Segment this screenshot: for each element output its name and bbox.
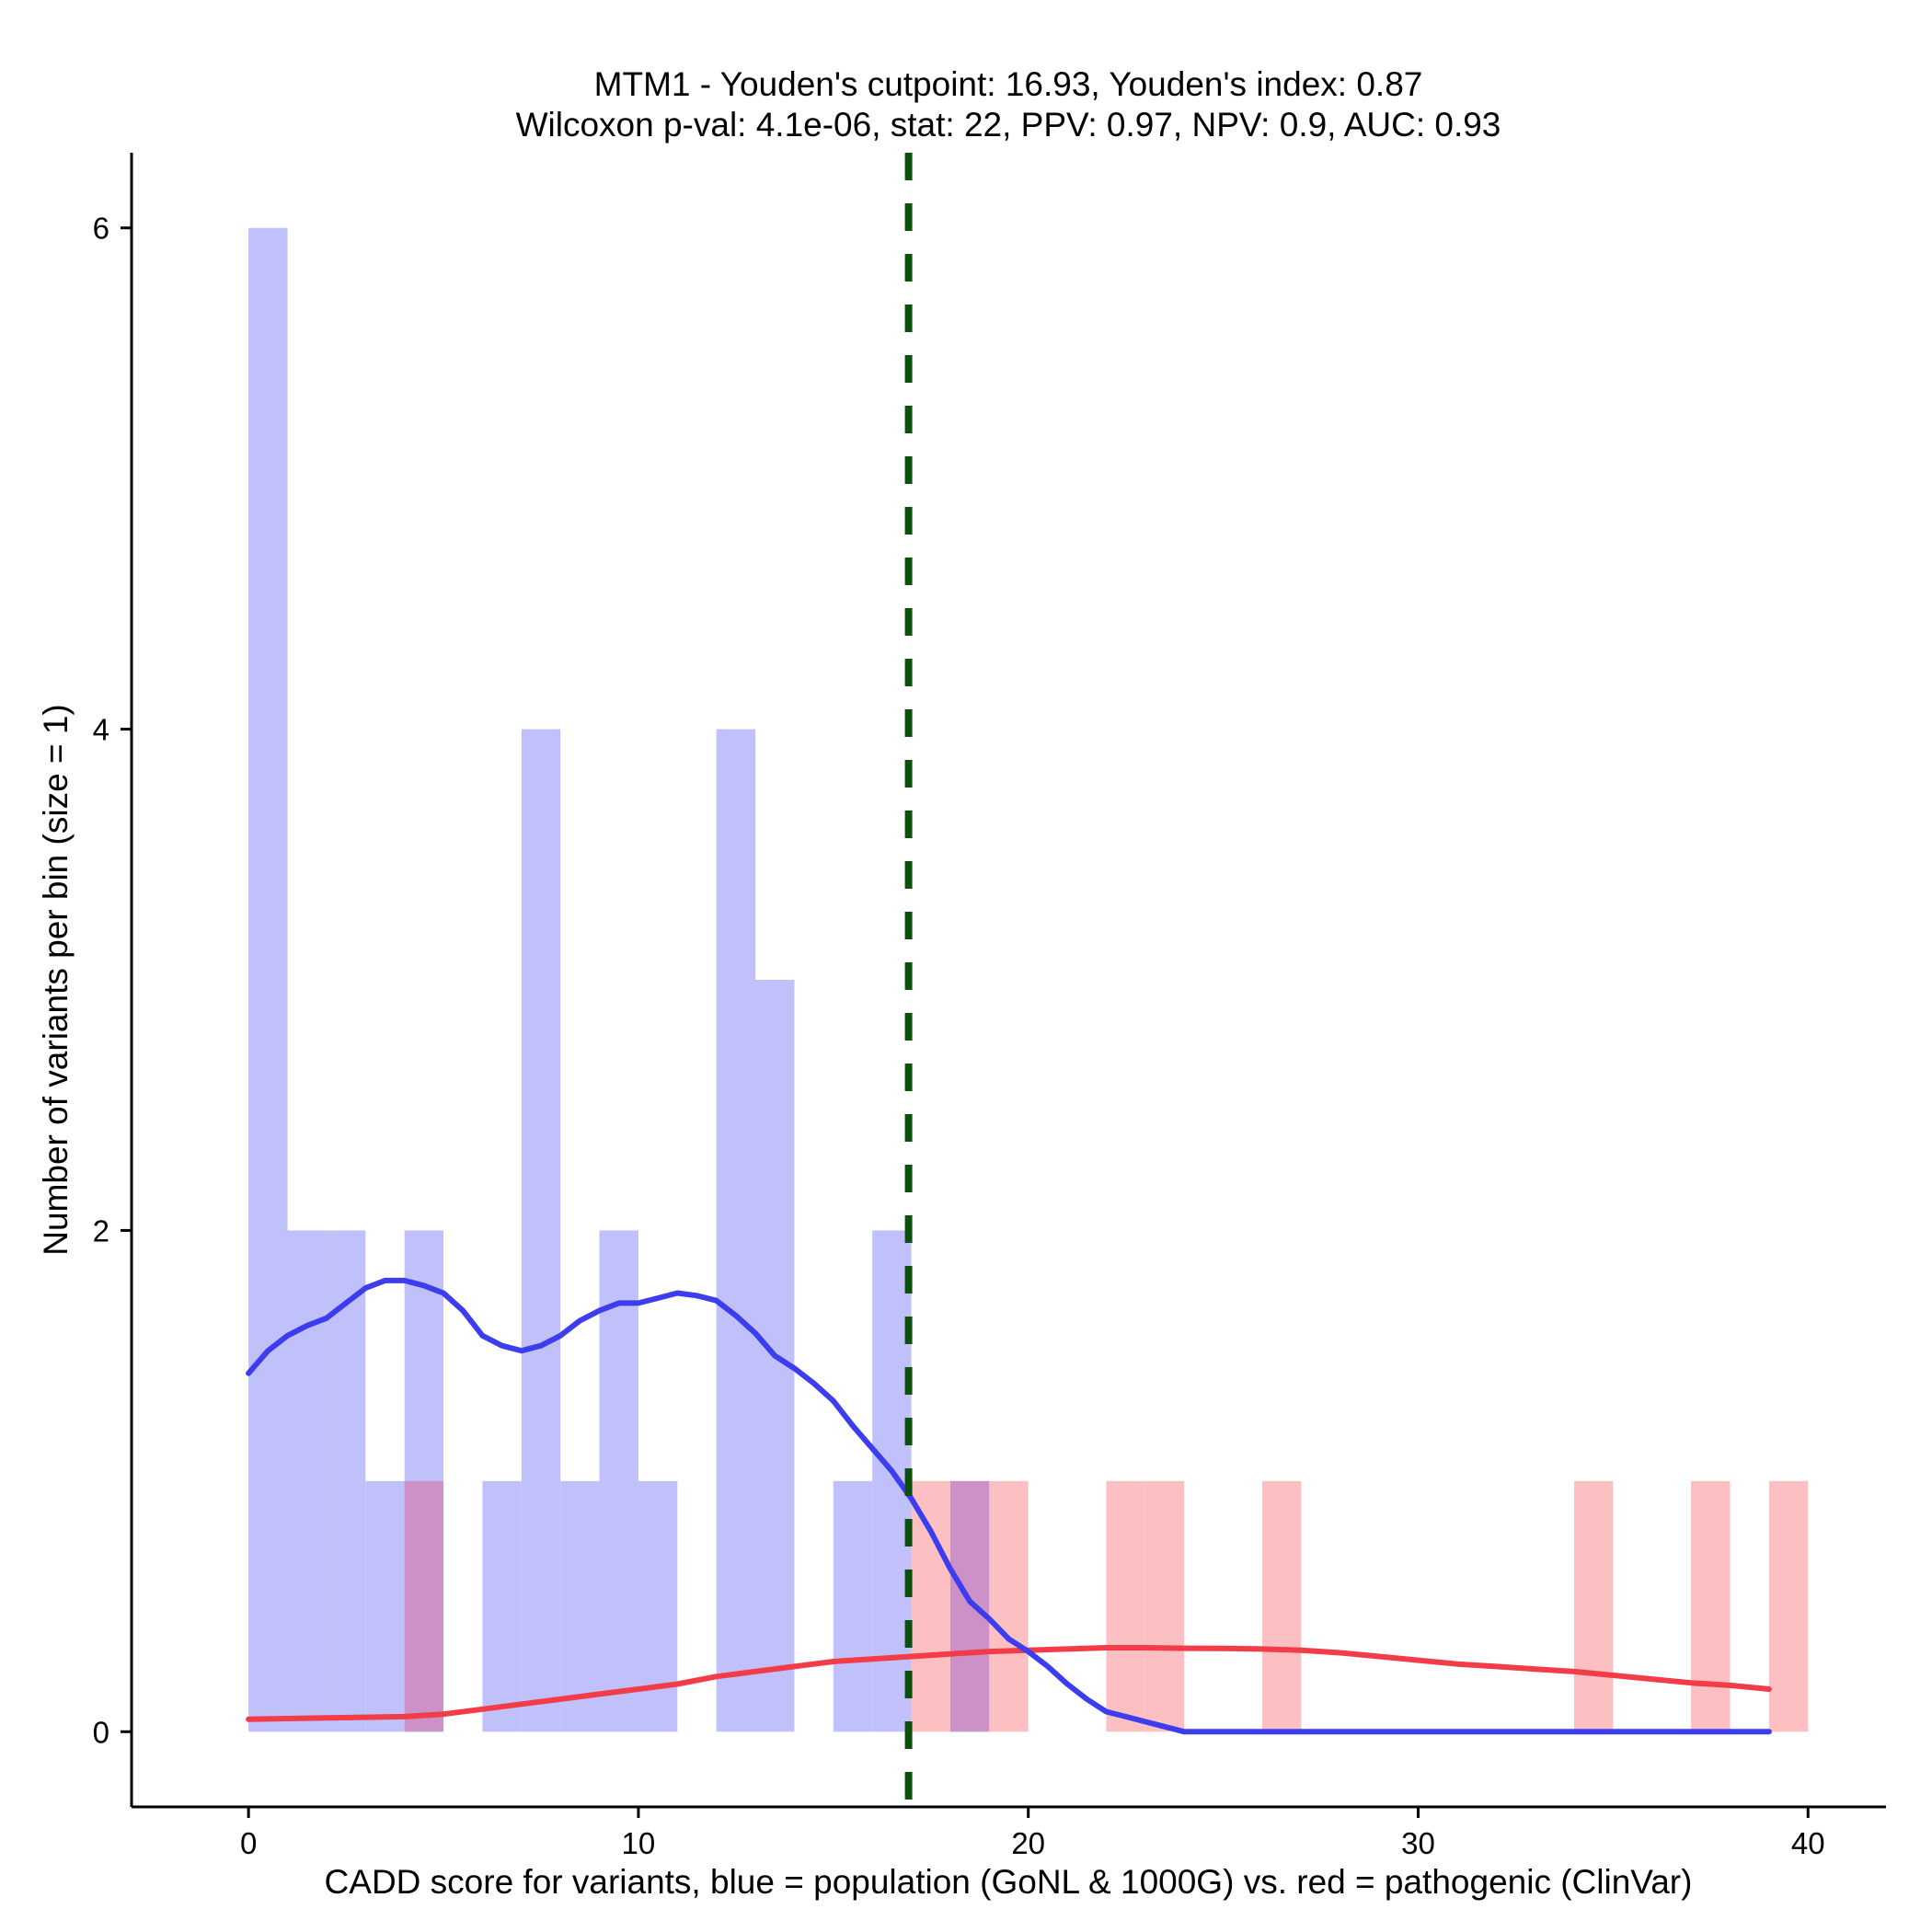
pathogenic-bar [1106, 1480, 1145, 1732]
x-tick-label: 0 [240, 1826, 257, 1860]
density-lines-layer [246, 1277, 1772, 1735]
x-tick-label: 10 [622, 1826, 656, 1860]
population-bar [599, 1230, 638, 1732]
population-bar [248, 227, 288, 1732]
pathogenic-bar [1691, 1480, 1731, 1732]
pathogenic-bar [911, 1480, 950, 1732]
pathogenic-density-line [246, 1645, 1772, 1722]
pathogenic-bar [989, 1480, 1029, 1732]
population-bar [833, 1480, 873, 1732]
y-axis-ticks: 0 2 4 6 [93, 212, 132, 1749]
x-tick-label: 20 [1011, 1826, 1045, 1860]
population-density-line [246, 1277, 1772, 1735]
y-tick-label: 2 [93, 1213, 109, 1248]
pathogenic-bar [1144, 1480, 1185, 1732]
x-axis-label: CADD score for variants, blue = populati… [325, 1863, 1693, 1901]
population-bar [482, 1480, 522, 1732]
population-bar [638, 1480, 678, 1732]
y-axis-label: Number of variants per bin (size = 1) [37, 704, 75, 1255]
pathogenic-bar [404, 1480, 444, 1732]
pathogenic-bar [1768, 1480, 1809, 1732]
population-bar [287, 1230, 327, 1732]
y-tick-label: 6 [93, 212, 109, 246]
population-bar [365, 1480, 405, 1732]
pathogenic-bar [1261, 1480, 1302, 1732]
x-tick-label: 40 [1791, 1826, 1825, 1860]
population-bar [521, 729, 561, 1732]
x-axis-ticks: 0 10 20 30 40 [240, 1807, 1825, 1860]
population-bar [560, 1480, 600, 1732]
pathogenic-bar [949, 1480, 990, 1732]
population-bar [716, 729, 756, 1732]
chart-title: MTM1 - Youden's cutpoint: 16.93, Youden'… [594, 65, 1423, 103]
y-tick-label: 4 [93, 713, 109, 747]
pathogenic-bar [1573, 1480, 1614, 1732]
chart-subtitle: Wilcoxon p-val: 4.1e-06, stat: 22, PPV: … [516, 106, 1501, 144]
bars-layer [248, 227, 1809, 1732]
population-bar [872, 1230, 912, 1732]
x-tick-label: 30 [1401, 1826, 1435, 1860]
y-tick-label: 0 [93, 1715, 109, 1749]
